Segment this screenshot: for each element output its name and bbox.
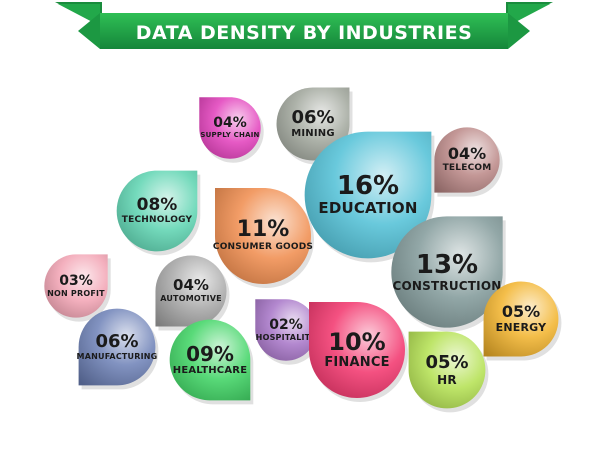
drop-value: 03% [59,272,93,289]
banner-body [100,13,508,49]
drop-shape-manufacturing [78,308,159,390]
banner-body-left-notch [78,13,100,49]
drop-label: AUTOMOTIVE [160,294,222,304]
drop-label: CONSTRUCTION [392,278,502,293]
drop-shape-mining [276,87,353,165]
drop-shape-supply-chain [199,97,264,163]
drop-energy: 05% ENERGY [482,280,562,361]
drop-value: 04% [213,115,247,132]
drop-label: MANUFACTURING [76,351,158,361]
drop-value: 05% [501,302,541,322]
drop-label: NON PROFIT [47,288,105,298]
drop-label: HEALTHCARE [172,364,248,376]
drop-fill-consumer-goods [215,188,311,284]
drop-fill-manufacturing [78,308,156,386]
drop-value: 06% [291,106,335,128]
drop-mining: 06% MINING [275,86,353,165]
drop-fill-technology [116,170,198,252]
drop-value: 04% [447,144,487,164]
drop-label: SUPPLY CHAIN [200,131,260,140]
drop-hospitality: 02% HOSPITALITY [254,298,320,365]
drop-shape-finance [309,302,408,402]
drop-fill-finance [309,302,405,398]
drop-label: TECHNOLOGY [121,214,193,225]
page-title: DATA DENSITY BY INDUSTRIES [135,22,473,44]
drop-shape-construction [391,216,506,332]
drop-fill-hospitality [255,299,317,361]
drop-shape-technology [116,170,201,256]
drop-shape-hr [408,331,489,413]
drop-fill-healthcare [169,319,251,401]
drop-label: CONSUMER GOODS [212,242,314,253]
drop-value: 05% [425,351,469,373]
drop-fill-hr [408,331,486,409]
drop-value: 11% [236,217,290,243]
drop-fill-construction [391,216,503,328]
drop-label: MINING [291,127,335,139]
drop-shape-healthcare [169,319,254,405]
drop-fill-automotive [155,255,227,327]
drop-value: 08% [136,194,178,215]
drop-label: TELECOM [442,163,492,174]
drop-finance: 10% FINANCE [307,300,408,402]
drop-fill-supply-chain [199,97,261,159]
drop-shape-telecom [434,127,503,197]
drop-value: 09% [186,341,234,366]
drop-value: 16% [336,171,400,202]
drop-shape-consumer-goods [215,188,314,288]
drop-education: 16% EDUCATION [302,129,435,263]
drop-label: FINANCE [324,355,390,371]
drop-construction: 13% CONSTRUCTION [389,214,506,332]
drop-shape-energy [483,281,562,361]
drop-technology: 08% TECHNOLOGY [115,169,201,256]
drop-telecom: 04% TELECOM [433,126,503,197]
drop-fill-telecom [434,127,500,193]
drop-value: 10% [328,328,386,357]
drop-value: 02% [269,316,303,333]
drop-automotive: 04% AUTOMOTIVE [154,254,230,331]
drop-label: ENERGY [495,321,547,335]
drop-fill-mining [276,87,350,161]
drop-value: 06% [95,330,139,352]
drop-fill-energy [483,281,559,357]
drop-shape-hospitality [255,299,320,365]
title-banner [55,2,553,49]
banner-left-ribbon [58,4,100,26]
banner-body-right-notch [508,13,530,49]
drop-hr: 05% HR [407,330,489,413]
drop-healthcare: 09% HEALTHCARE [168,318,254,405]
drop-label: HR [437,372,457,387]
drop-manufacturing: 06% MANUFACTURING [76,307,159,390]
drop-fill-non-profit [44,254,108,318]
drop-label: EDUCATION [318,199,418,218]
drop-value: 13% [415,249,479,280]
drop-label: HOSPITALITY [255,332,317,342]
drop-value: 04% [173,276,209,295]
drop-shape-non-profit [44,254,111,322]
drop-supply-chain: 04% SUPPLY CHAIN [198,96,264,163]
drop-consumer-goods: 11% CONSUMER GOODS [212,186,314,288]
drop-fill-education [304,131,432,259]
drop-non-profit: 03% NON PROFIT [43,253,111,322]
banner-right-ribbon [508,4,550,26]
drop-shape-automotive [155,255,230,331]
drop-shape-education [304,131,435,263]
